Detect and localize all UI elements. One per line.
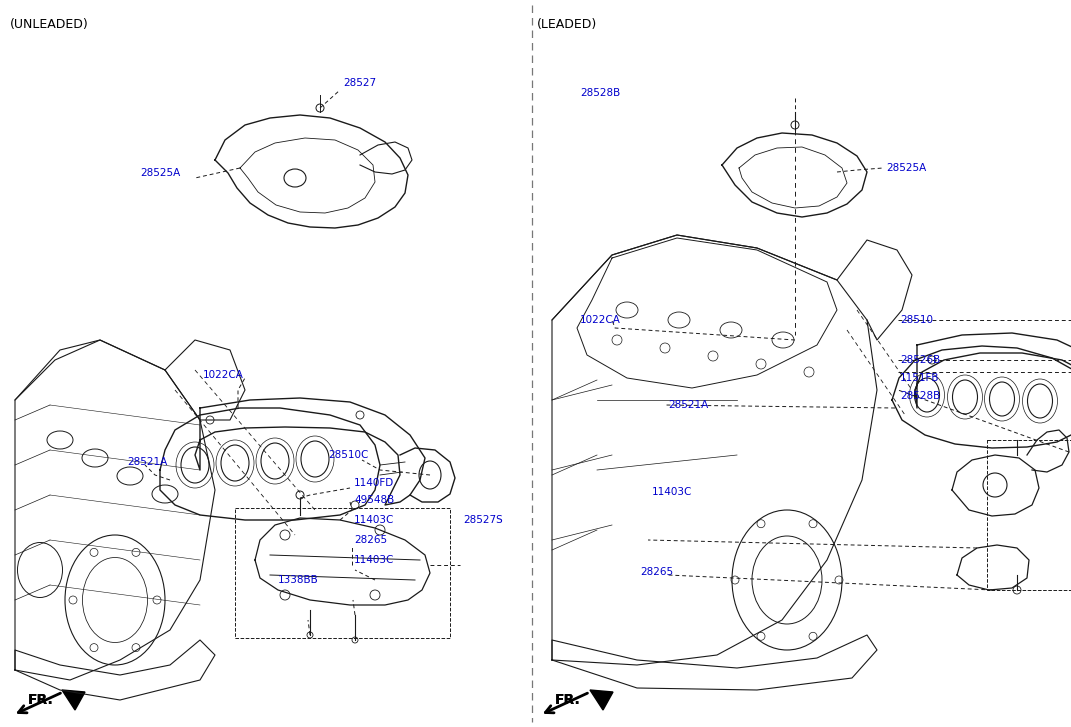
Text: 28527: 28527 [343,78,376,88]
Text: 1140FD: 1140FD [355,478,394,488]
Text: 11403C: 11403C [355,515,394,525]
Bar [235,508,450,638]
Text: 28525A: 28525A [140,168,180,178]
Text: FR.: FR. [555,693,580,707]
Text: 28521A: 28521A [668,400,708,410]
Text: 28521A: 28521A [127,457,167,467]
Text: 1022CA: 1022CA [203,370,244,380]
Text: 28265: 28265 [355,535,387,545]
Polygon shape [62,690,85,710]
Polygon shape [590,690,613,710]
Text: (LEADED): (LEADED) [537,18,598,31]
Text: 28526B: 28526B [900,355,940,365]
Text: 49548B: 49548B [355,495,394,505]
Text: 11403C: 11403C [355,555,394,565]
Text: 1022CA: 1022CA [580,315,621,325]
Text: 28527S: 28527S [463,515,502,525]
Text: FR.: FR. [28,693,54,707]
Text: 28510C: 28510C [328,450,368,460]
Text: 28525A: 28525A [886,163,926,173]
Text: 28528B: 28528B [900,391,940,401]
Text: 1151FB: 1151FB [900,373,939,383]
Text: (UNLEADED): (UNLEADED) [10,18,89,31]
Text: 1338BB: 1338BB [278,575,319,585]
Text: 28510: 28510 [900,315,933,325]
Bar [987,440,1071,590]
Text: 28528B: 28528B [580,88,620,98]
Text: FR.: FR. [555,693,580,707]
Text: 28265: 28265 [640,567,674,577]
Text: FR.: FR. [28,693,54,707]
Text: 11403C: 11403C [652,487,692,497]
